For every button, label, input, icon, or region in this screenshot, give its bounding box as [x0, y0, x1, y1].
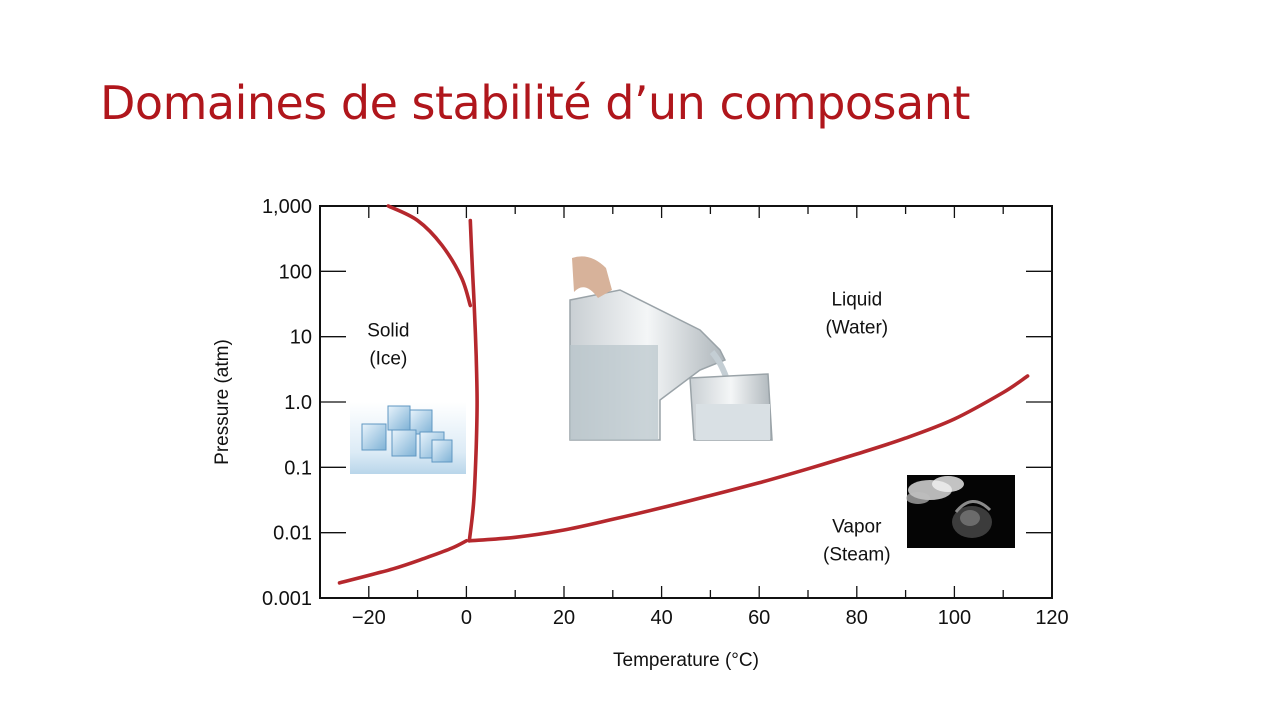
y-tick-label: 0.1: [284, 457, 312, 479]
y-tick-label: 1,000: [262, 196, 312, 218]
y-tick-label: 10: [290, 327, 312, 349]
x-axis-ticks: −20 0 20 40 60 80 100 120: [352, 206, 1069, 629]
x-tick-label: 40: [650, 607, 672, 629]
phase-boundary-line-0: [337, 539, 469, 585]
region-label: Liquid (Water): [825, 289, 888, 338]
x-tick-label: −20: [352, 607, 386, 629]
ice-cubes-picture: [350, 402, 466, 474]
y-tick-label: 0.01: [273, 523, 312, 545]
x-axis-title: Temperature (°C): [613, 650, 759, 671]
y-axis-title: Pressure (atm): [212, 339, 233, 465]
y-tick-label: 100: [279, 261, 312, 283]
x-tick-label: 60: [748, 607, 770, 629]
water-pouring-picture: [569, 254, 789, 441]
region-label: Vapor (Steam): [823, 517, 891, 566]
x-tick-label: 20: [553, 607, 575, 629]
region-label: Solid (Ice): [367, 321, 409, 370]
region-labels: Solid (Ice) Liquid (Water) Vapor (Steam): [367, 289, 890, 565]
x-tick-label: 120: [1035, 607, 1068, 629]
steaming-kettle-picture: [906, 475, 1015, 548]
phase-boundary-line-1: [467, 218, 479, 543]
slide-title: Domaines de stabilité d’un composant: [100, 76, 970, 130]
y-tick-label: 1.0: [284, 392, 312, 414]
phase-boundary-line-2: [386, 204, 473, 308]
y-axis-ticks: 0.001 0.01 0.1 1.0 10 100 1,000: [262, 196, 1052, 610]
x-tick-label: 0: [461, 607, 472, 629]
x-tick-label: 80: [846, 607, 868, 629]
phase-boundary-curves: [337, 204, 1030, 585]
x-tick-label: 100: [938, 607, 971, 629]
y-tick-label: 0.001: [262, 588, 312, 610]
phase-boundary-line-3: [467, 374, 1030, 543]
